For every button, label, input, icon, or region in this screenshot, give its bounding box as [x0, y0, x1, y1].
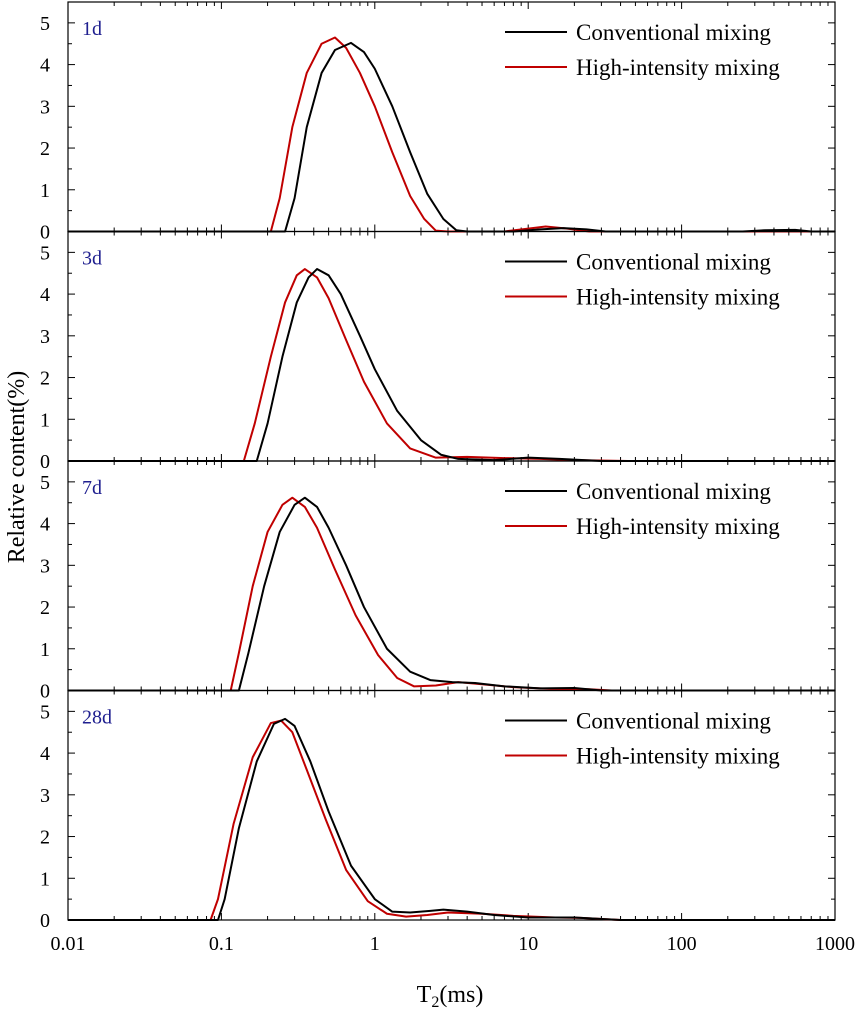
legend-entry: Conventional mixing	[576, 250, 771, 275]
y-tick-label: 0	[40, 681, 50, 703]
series-line-conventional	[68, 268, 835, 462]
panel-label: 1d	[82, 18, 102, 40]
y-tick-label: 2	[40, 597, 50, 619]
y-tick-label: 5	[40, 242, 50, 264]
panels: 0 1 2 3 4 5 1d Conventional mixing High-intensit…	[40, 1, 856, 955]
y-tick-label: 3	[40, 785, 50, 807]
panel-7d: 0 1 2 3 4 5 7d Conventional mixing High-intensit…	[40, 460, 836, 703]
y-tick-label: 3	[40, 326, 50, 348]
x-tick-label: 10	[518, 933, 538, 955]
y-tick-label: 2	[40, 138, 50, 160]
x-tick-label: 1000	[815, 933, 855, 955]
y-tick-label: 4	[40, 55, 50, 77]
y-tick-label: 1	[40, 180, 50, 202]
y-tick-label: 2	[40, 368, 50, 390]
y-tick-label: 0	[40, 910, 50, 932]
x-axis-label-base: T	[417, 982, 432, 1008]
panel-label: 28d	[82, 707, 112, 729]
y-tick-label: 1	[40, 868, 50, 890]
x-tick-label: 0.1	[209, 933, 234, 955]
legend-entry: Conventional mixing	[576, 479, 771, 504]
y-axis-label: Relative content(%)	[4, 371, 30, 564]
panel-3d: 0 1 2 3 4 5 3d Conventional mixing High-intensit…	[40, 230, 836, 473]
y-tick-label: 3	[40, 555, 50, 577]
legend-entry: High-intensity mixing	[576, 55, 780, 80]
x-tick-label: 100	[667, 933, 697, 955]
y-tick-label: 1	[40, 639, 50, 661]
y-tick-label: 1	[40, 409, 50, 431]
panel-1d: 0 1 2 3 4 5 1d Conventional mixing High-intensit…	[40, 1, 836, 244]
y-tick-label: 5	[40, 472, 50, 494]
legend-entry: High-intensity mixing	[576, 744, 780, 769]
legend-entry: Conventional mixing	[576, 20, 771, 45]
panel-frame	[67, 689, 836, 921]
panel-label: 3d	[82, 248, 102, 270]
x-tick-labels: 0.01 0.1 1 10 100 1000	[51, 933, 856, 955]
y-tick-label: 3	[40, 96, 50, 118]
x-tick-label: 0.01	[51, 933, 86, 955]
legend-entry: High-intensity mixing	[576, 514, 780, 539]
legend-entry: Conventional mixing	[576, 709, 771, 734]
series-line-conventional	[68, 717, 835, 921]
series-line-conventional	[68, 496, 835, 692]
y-tick-label: 2	[40, 827, 50, 849]
x-axis-label-unit: (ms)	[439, 982, 483, 1008]
y-tick-label: 0	[40, 222, 50, 244]
x-axis-label: T2(ms)	[417, 982, 484, 1011]
x-axis-label-subscript: 2	[431, 994, 439, 1011]
legend-entry: High-intensity mixing	[576, 285, 780, 310]
y-tick-label: 0	[40, 451, 50, 473]
y-tick-label: 4	[40, 284, 50, 306]
x-tick-label: 1	[370, 933, 380, 955]
y-tick-label: 5	[40, 13, 50, 35]
panel-label: 7d	[82, 477, 102, 499]
panel-28d: 0 1 2 3 4 5 28d Conventional mixing High-intensi…	[40, 689, 836, 932]
y-tick-label: 4	[40, 743, 50, 765]
y-tick-label: 4	[40, 514, 50, 536]
y-tick-label: 5	[40, 701, 50, 723]
series-line-high-intensity	[68, 36, 835, 233]
